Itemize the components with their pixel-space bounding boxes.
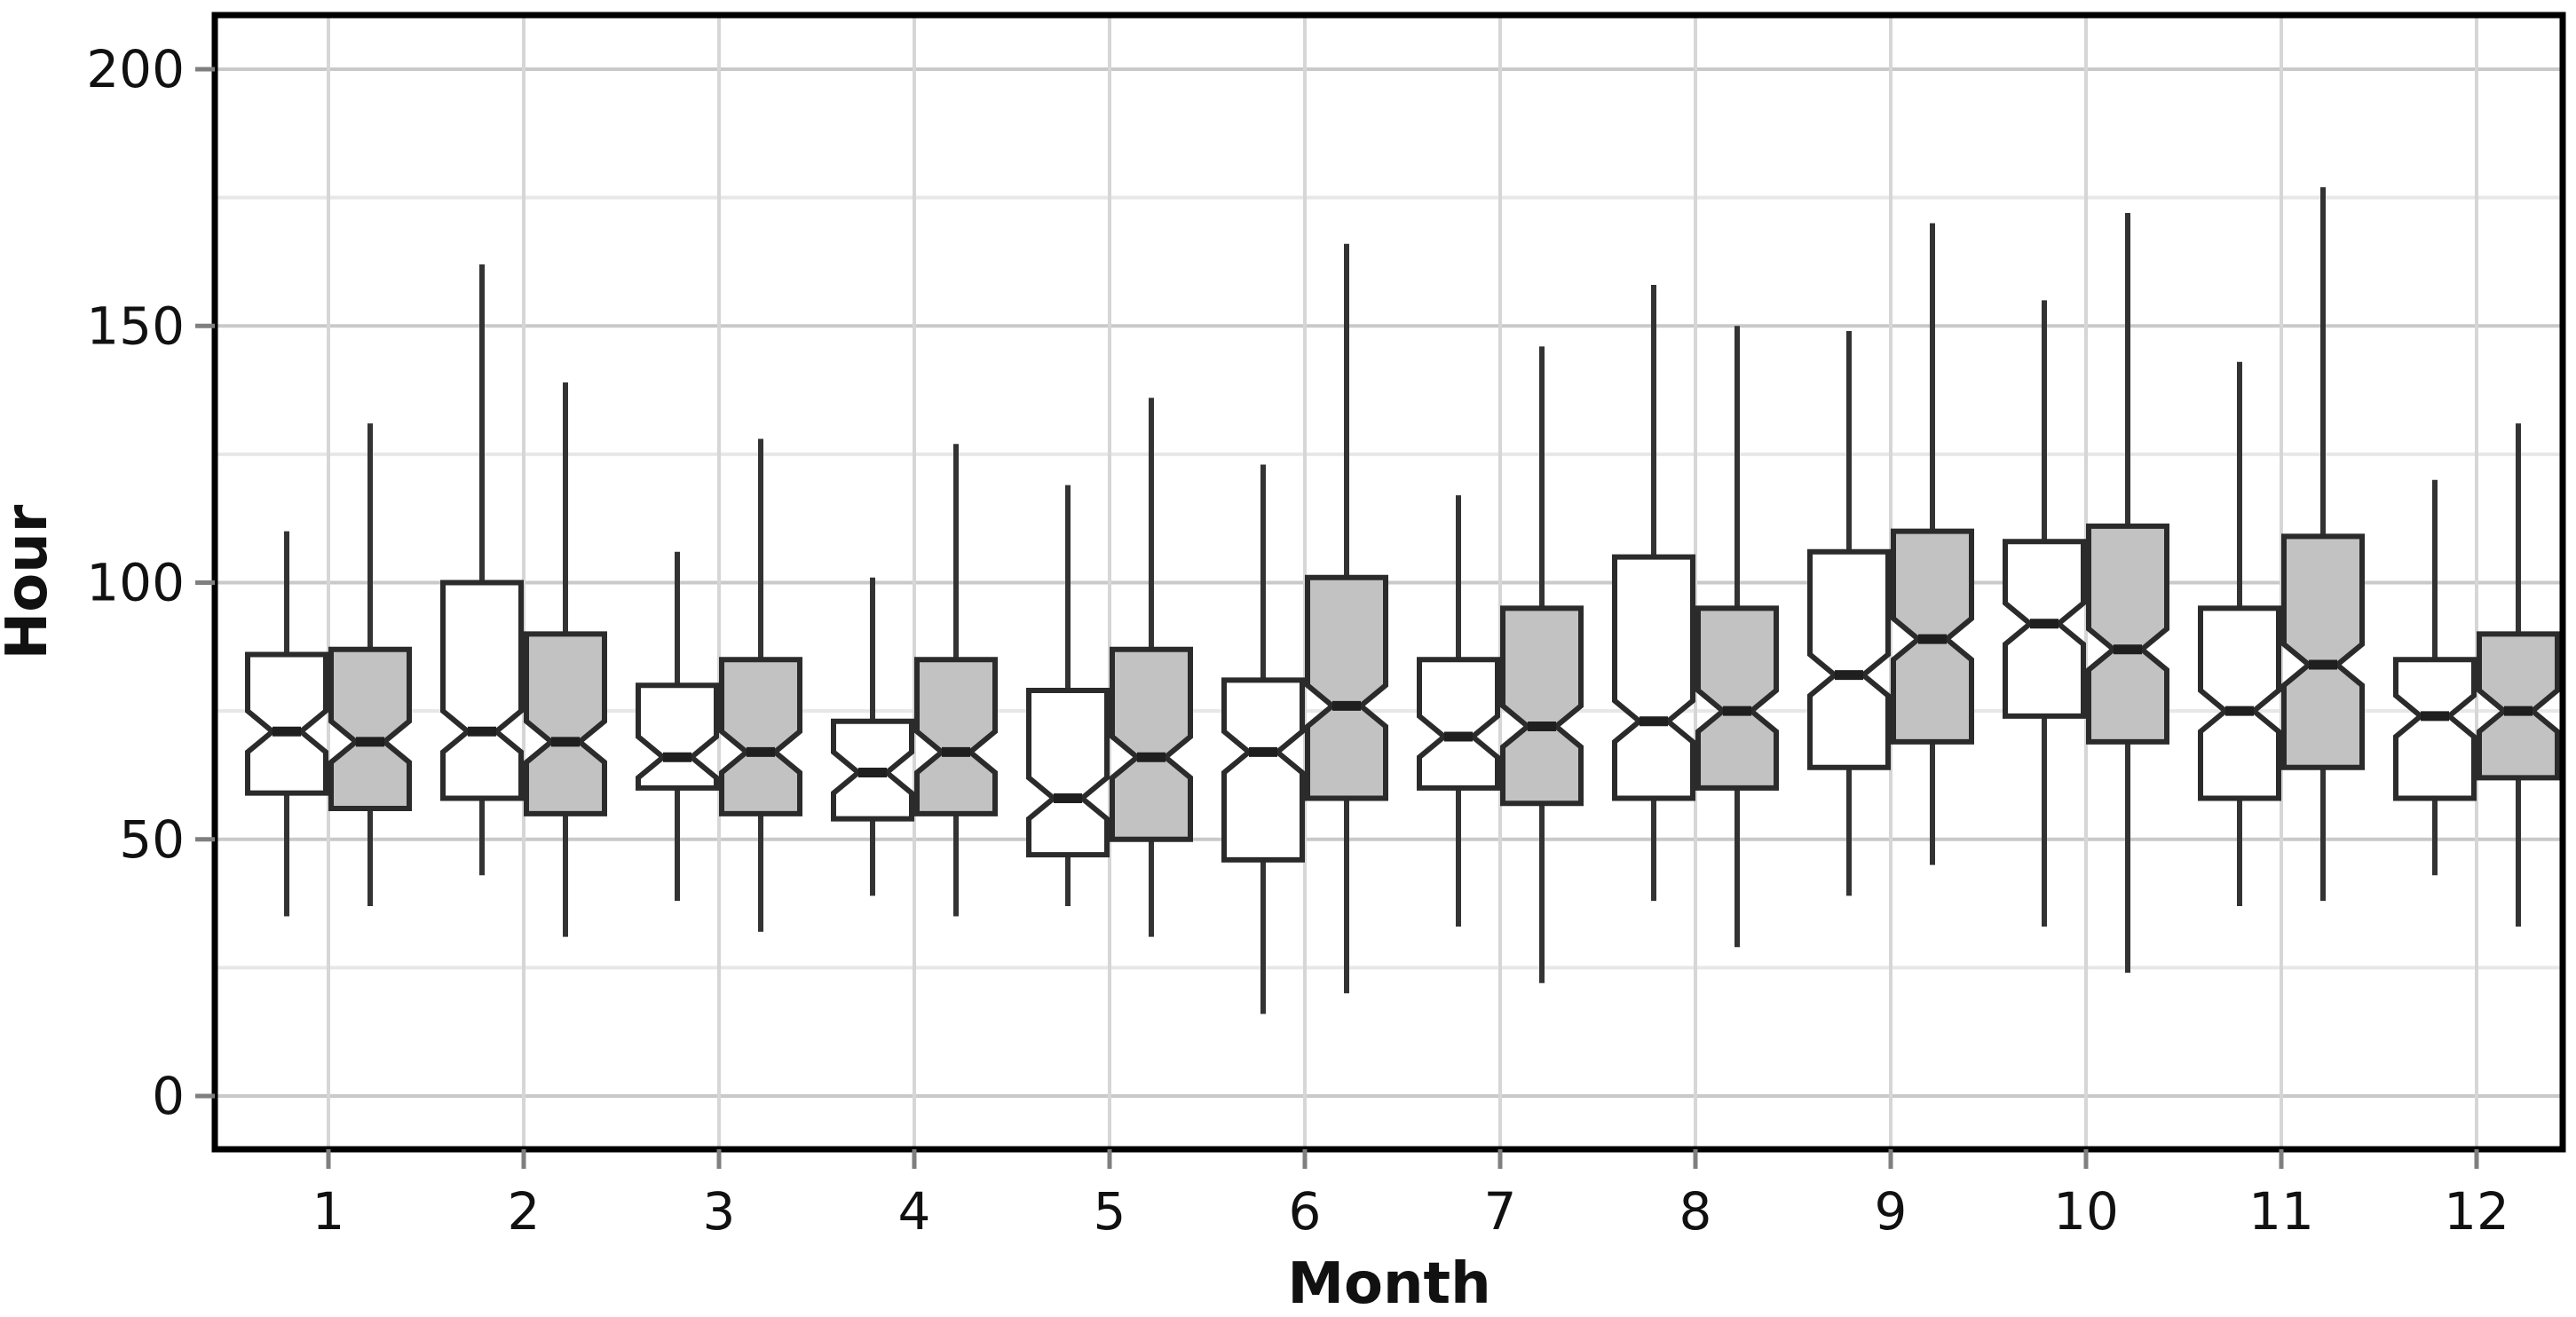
y-tick-label: 0 (152, 1066, 185, 1126)
notched-box (1026, 687, 1110, 858)
x-tick-label: 4 (898, 1181, 931, 1242)
x-tick-label: 9 (1875, 1181, 1908, 1242)
boxplot-gray-month-9 (1891, 223, 1974, 865)
boxplot-gray-month-12 (2477, 423, 2560, 927)
y-axis-title: Hour (0, 504, 60, 659)
boxplot-white-month-4 (831, 577, 914, 896)
x-tick-label: 2 (508, 1181, 541, 1242)
x-tick-label: 11 (2248, 1181, 2314, 1242)
y-tick-label: 100 (86, 553, 185, 613)
boxplot-gray-month-11 (2281, 187, 2365, 902)
boxplot-gray-month-2 (524, 382, 607, 937)
boxplot-gray-month-5 (1110, 398, 1193, 937)
notched-box (636, 682, 719, 791)
boxplot-gray-month-6 (1305, 243, 1388, 994)
boxplot-white-month-5 (1026, 485, 1110, 906)
boxplot-gray-month-10 (2086, 212, 2169, 974)
x-tick-label: 10 (2053, 1181, 2119, 1242)
notched-box (1305, 574, 1388, 801)
boxplot-white-month-1 (245, 531, 328, 917)
notched-box (440, 580, 524, 801)
notched-box (1695, 605, 1779, 791)
box-layer (245, 187, 2560, 1014)
x-tick-label: 6 (1289, 1181, 1322, 1242)
boxplot-white-month-2 (440, 264, 524, 876)
x-tick-label: 8 (1679, 1181, 1712, 1242)
boxplot-gray-month-8 (1695, 326, 1779, 948)
y-tick-label: 150 (86, 296, 185, 356)
notched-box (2198, 605, 2281, 801)
boxplot-white-month-7 (1417, 495, 1500, 927)
y-tick-label: 50 (119, 809, 185, 870)
notched-box (719, 657, 802, 816)
notched-box (328, 646, 412, 812)
x-tick-label: 12 (2444, 1181, 2509, 1242)
boxplot-white-month-10 (2003, 300, 2086, 927)
notched-box (2393, 657, 2477, 801)
boxplot-white-month-9 (1807, 331, 1891, 896)
boxplot-gray-month-3 (719, 438, 802, 932)
notched-box (1417, 657, 1500, 791)
notched-box (245, 651, 328, 796)
notched-box (2281, 533, 2365, 770)
boxplot-gray-month-4 (914, 444, 998, 917)
boxplot-white-month-3 (636, 551, 719, 902)
x-tick-label: 3 (703, 1181, 736, 1242)
notched-box (524, 631, 607, 816)
x-axis-title: Month (1287, 1251, 1490, 1317)
notched-box (2477, 631, 2560, 781)
boxplot-white-month-11 (2198, 361, 2281, 906)
notched-box (1612, 554, 1695, 801)
x-tick-label: 1 (312, 1181, 345, 1242)
notched-box (2086, 523, 2169, 745)
notched-box (1110, 646, 1193, 842)
notched-box (2003, 539, 2086, 719)
boxplot-gray-month-1 (328, 423, 412, 906)
x-tick-label: 5 (1094, 1181, 1126, 1242)
notched-box (914, 657, 998, 816)
boxplot-white-month-8 (1612, 284, 1695, 902)
notched-box (1807, 548, 1891, 770)
x-tick-label: 7 (1484, 1181, 1517, 1242)
notched-box (1221, 677, 1305, 863)
boxplot-white-month-6 (1221, 464, 1305, 1014)
boxplot-white-month-12 (2393, 479, 2477, 876)
y-tick-label: 200 (86, 39, 185, 99)
notched-box (1500, 605, 1584, 807)
boxplot-gray-month-7 (1500, 346, 1584, 983)
